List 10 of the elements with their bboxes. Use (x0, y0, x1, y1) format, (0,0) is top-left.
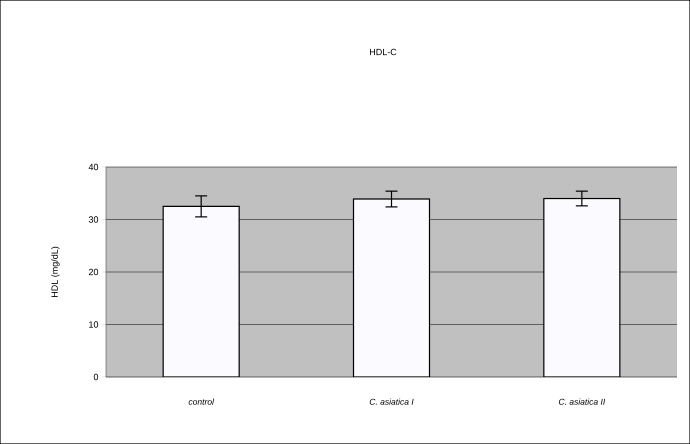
x-tick-label: C. asiatica II (558, 398, 606, 405)
x-tick-label: control (188, 398, 214, 405)
y-tick-label: 40 (88, 164, 98, 170)
y-tick-label: 20 (88, 268, 98, 276)
y-tick-label: 10 (89, 321, 98, 328)
chart-title: HDL-C (370, 48, 396, 56)
y-axis-title: HDL (mg/dL) (51, 246, 60, 298)
y-tick-label: 0 (94, 374, 98, 380)
y-tick-label: 30 (88, 216, 98, 223)
x-tick-label: C. asiatica I (370, 398, 414, 405)
